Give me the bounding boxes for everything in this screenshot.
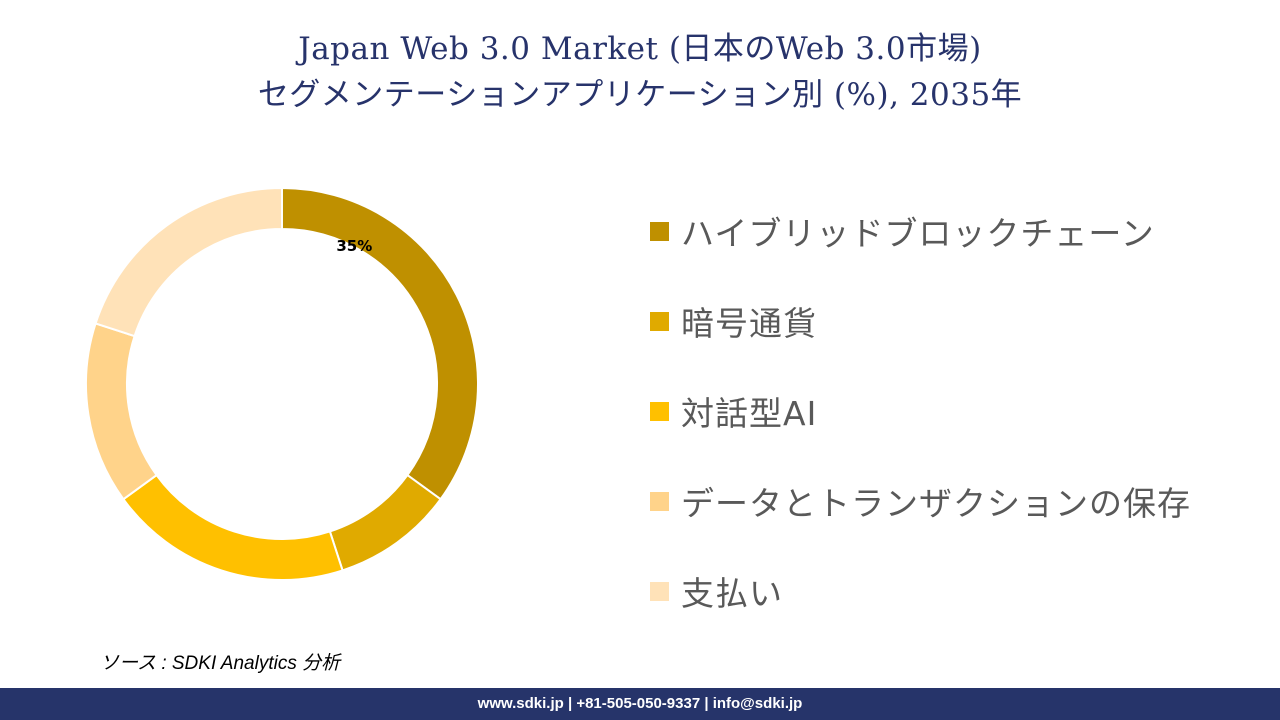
legend-swatch: [650, 221, 669, 241]
legend-label: ハイブリッドブロックチェーン: [681, 214, 1155, 253]
legend-item-3: 対話型AI: [650, 366, 1270, 456]
legend-item-2: 暗号通貨: [650, 276, 1270, 366]
legend-label: データとトランザクションの保存: [681, 484, 1191, 523]
legend-label: 対話型AI: [681, 394, 818, 433]
donut-slice-2: [328, 473, 442, 572]
legend-label: 暗号通貨: [681, 304, 817, 343]
chart-legend: ハイブリッドブロックチェーン 暗号通貨対話型AI データとトランザクションの保存 支払…: [650, 186, 1270, 636]
legend-label: 支払い: [681, 574, 783, 613]
donut-slice-3: [122, 473, 344, 581]
legend-swatch: [650, 491, 669, 511]
source-note: ソース : SDKI Analytics 分析: [100, 653, 341, 674]
donut-slice-4: [85, 322, 158, 501]
legend-swatch: [650, 311, 669, 331]
chart-title: Japan Web 3.0 Market (日本のWeb 3.0市場) セグメン…: [0, 26, 1280, 118]
data-label-1: 35%: [336, 237, 372, 255]
legend-item-5: 支払い: [650, 546, 1270, 636]
legend-item-1: ハイブリッドブロックチェーン: [650, 186, 1270, 276]
footer-contact-bar: www.sdki.jp | +81-505-050-9337 | info@sd…: [0, 688, 1280, 720]
chart-title-line-1: Japan Web 3.0 Market (日本のWeb 3.0市場): [298, 31, 982, 67]
legend-swatch: [650, 581, 669, 601]
legend-swatch: [650, 401, 669, 421]
donut-chart: 35%: [85, 186, 479, 581]
chart-title-line-2: セグメンテーションアプリケーション別 (%), 2035年: [257, 77, 1023, 113]
donut-slice-5: [94, 186, 283, 338]
legend-item-4: データとトランザクションの保存: [650, 456, 1270, 546]
donut-slice-1: [281, 186, 479, 501]
